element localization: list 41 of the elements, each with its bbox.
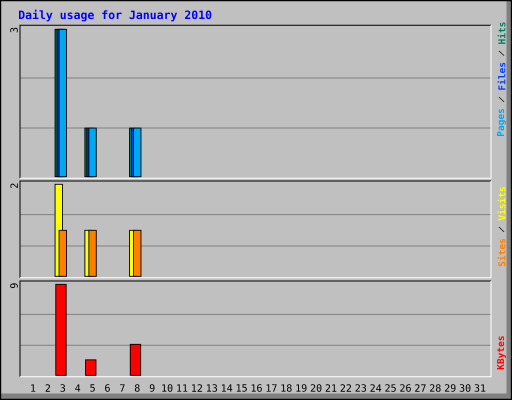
- x-tick-label: 8: [134, 384, 140, 392]
- x-tick-label: 27: [415, 384, 426, 392]
- text: Visits: [498, 187, 506, 220]
- x-tick-label: 26: [400, 384, 411, 392]
- x-tick-label: 10: [162, 384, 172, 392]
- x-tick-label: 1: [31, 384, 36, 392]
- x-tick-label: 28: [430, 384, 441, 392]
- legend-label: Pages: [497, 108, 506, 136]
- x-tick-label: 3: [60, 384, 66, 392]
- x-tick-label: 12: [192, 384, 202, 392]
- legend-label: Files: [498, 62, 506, 90]
- x-tick-label: 7: [120, 384, 125, 392]
- x-tick-label: 31: [474, 384, 486, 392]
- text: KBytes: [497, 336, 506, 370]
- legend-label: Sites: [498, 238, 506, 266]
- x-tick-label: 20: [310, 384, 322, 392]
- x-tick-label: 9: [150, 384, 155, 392]
- x-tick-label: 21: [326, 384, 336, 392]
- x-tick-label: 23: [355, 384, 366, 392]
- chart-title: Daily usage for January 2010: [18, 10, 212, 22]
- x-tick-label: 29: [444, 384, 456, 392]
- x-tick-label: 18: [281, 384, 292, 392]
- x-tick-label: 5: [90, 384, 95, 392]
- x-tick-label: 25: [385, 384, 396, 392]
- x-tick-label: 15: [236, 384, 247, 392]
- x-tick-label: 30: [460, 384, 470, 392]
- x-tick-label: 24: [370, 384, 382, 392]
- x-tick-label: 4: [75, 384, 80, 392]
- x-tick-label: 11: [177, 384, 188, 392]
- x-tick-label: 6: [105, 384, 110, 392]
- text: 3: [10, 28, 18, 32]
- x-tick-label: 16: [252, 384, 262, 392]
- x-tick-label: 14: [222, 384, 232, 392]
- x-tick-label: 19: [296, 384, 307, 392]
- x-tick-label: 17: [266, 384, 277, 392]
- text: 2: [10, 184, 18, 188]
- text: Hits: [498, 22, 506, 44]
- x-tick-label: 2: [46, 384, 50, 392]
- x-tick-label: 22: [340, 384, 352, 392]
- x-tick-label: 13: [206, 384, 218, 392]
- text: 9: [10, 283, 18, 288]
